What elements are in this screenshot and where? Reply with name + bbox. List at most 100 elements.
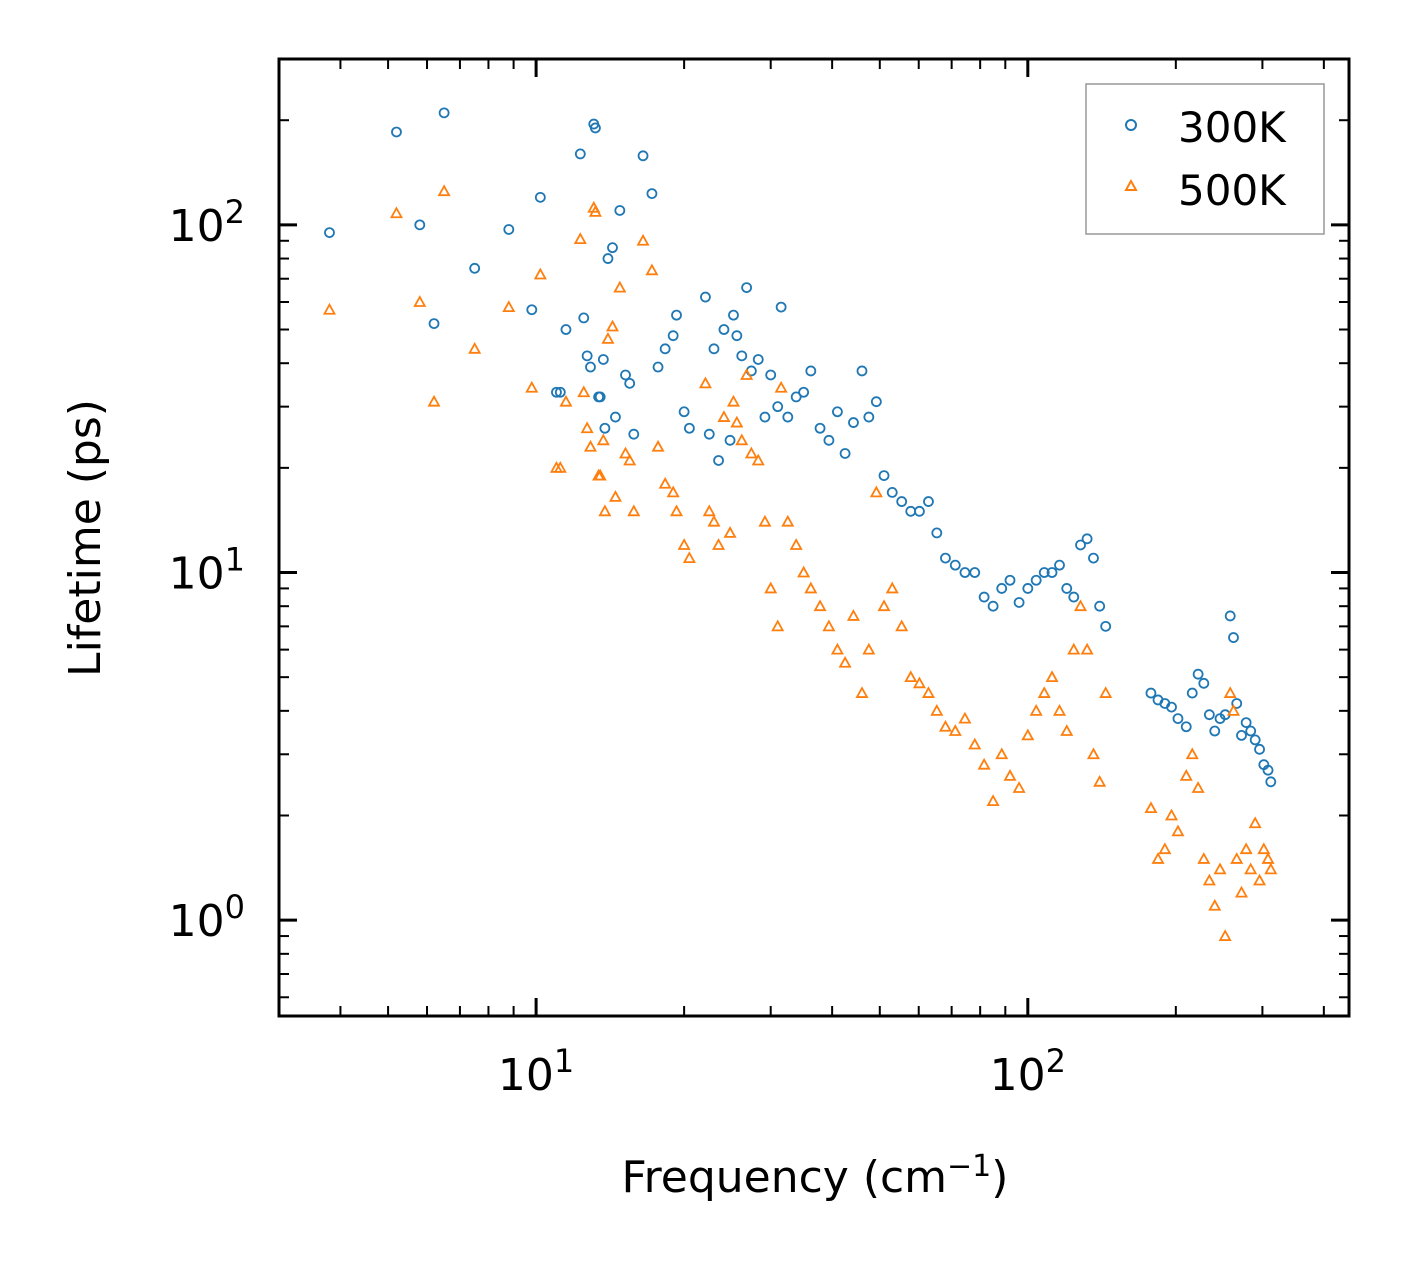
point-500K xyxy=(613,280,627,293)
point-500K xyxy=(707,514,721,527)
point-300K xyxy=(678,406,690,418)
point-300K xyxy=(428,318,440,329)
legend-marker-500K xyxy=(1124,178,1138,191)
point-500K xyxy=(730,415,744,428)
point-500K xyxy=(986,794,1000,807)
point-500K xyxy=(1144,801,1158,814)
point-300K xyxy=(1245,725,1257,737)
point-300K xyxy=(1231,698,1243,709)
legend-label-300K: 300K xyxy=(1178,103,1287,152)
point-500K xyxy=(437,184,451,197)
point-300K xyxy=(863,411,875,423)
point-300K xyxy=(923,496,934,507)
point-500K xyxy=(1223,686,1237,698)
point-500K xyxy=(389,206,403,219)
point-300K xyxy=(554,386,566,398)
point-500K xyxy=(1067,642,1081,655)
point-300K xyxy=(589,122,601,134)
point-300K xyxy=(1236,729,1247,741)
point-500K xyxy=(1080,642,1094,655)
y-tick-labels: 100 101 102 xyxy=(169,193,245,947)
point-500K xyxy=(618,446,633,459)
point-300K xyxy=(667,330,679,342)
point-300K xyxy=(1254,743,1265,755)
point-300K xyxy=(1249,734,1261,746)
point-500K xyxy=(1234,885,1249,898)
point-500K xyxy=(593,468,607,481)
point-500K xyxy=(1261,852,1275,864)
point-300K xyxy=(526,304,538,316)
point-300K xyxy=(914,505,925,517)
point-500K xyxy=(1158,842,1172,855)
point-500K xyxy=(912,676,926,689)
point-500K xyxy=(1052,703,1067,716)
point-500K xyxy=(702,504,716,517)
point-500K xyxy=(1093,774,1107,787)
legend-label-500K: 500K xyxy=(1178,166,1287,215)
point-500K xyxy=(862,642,876,655)
point-300K xyxy=(469,262,481,274)
point-300K xyxy=(574,148,586,160)
series-500K xyxy=(322,184,1278,941)
point-300K xyxy=(752,354,764,365)
point-300K xyxy=(978,591,990,603)
point-500K xyxy=(774,380,788,393)
point-300K xyxy=(607,242,618,254)
point-500K xyxy=(744,446,758,459)
point-300K xyxy=(1228,632,1239,643)
point-500K xyxy=(1179,769,1193,781)
point-300K xyxy=(1068,591,1080,603)
point-500K xyxy=(583,439,598,452)
point-500K xyxy=(1213,862,1227,875)
point-500K xyxy=(645,263,659,276)
x-tick-label: 101 xyxy=(498,1042,574,1101)
point-500K xyxy=(948,724,962,736)
point-300K xyxy=(1054,559,1065,571)
point-300K xyxy=(1038,567,1050,578)
point-500K xyxy=(1045,670,1059,683)
point-500K xyxy=(968,737,982,750)
point-500K xyxy=(822,619,836,632)
point-300K xyxy=(438,107,450,119)
point-500K xyxy=(1264,862,1278,875)
point-500K xyxy=(413,295,427,307)
point-500K xyxy=(712,538,726,550)
point-300K xyxy=(578,312,590,324)
point-500K xyxy=(559,394,573,407)
point-500K xyxy=(605,319,620,332)
y-axis-label: Lifetime (ps) xyxy=(60,399,111,677)
point-500K xyxy=(1185,747,1199,760)
point-300K xyxy=(839,448,851,459)
point-500K xyxy=(895,619,909,632)
point-300K xyxy=(708,343,720,355)
point-300K xyxy=(718,324,730,335)
point-300K xyxy=(896,496,908,507)
point-500K xyxy=(885,581,899,594)
point-500K xyxy=(677,538,691,550)
point-500K xyxy=(877,599,891,612)
point-500K xyxy=(904,670,918,683)
point-300K xyxy=(724,434,736,446)
point-300K xyxy=(503,224,515,235)
point-500K xyxy=(1248,816,1262,829)
point-300K xyxy=(1046,567,1058,578)
point-500K xyxy=(735,433,749,446)
point-500K xyxy=(938,719,952,732)
point-300K xyxy=(969,567,981,578)
point-500K xyxy=(601,332,615,344)
point-300K xyxy=(614,205,626,216)
point-500K xyxy=(846,609,860,621)
point-300K xyxy=(683,422,695,434)
point-300K xyxy=(1094,600,1106,612)
y-tick-label: 100 xyxy=(169,888,245,947)
point-300K xyxy=(931,527,943,539)
point-300K xyxy=(594,391,606,403)
point-300K xyxy=(832,406,843,418)
point-500K xyxy=(1253,873,1267,886)
point-500K xyxy=(1244,862,1258,875)
point-500K xyxy=(698,376,712,389)
point-500K xyxy=(682,551,696,564)
point-500K xyxy=(588,205,602,217)
point-500K xyxy=(1164,808,1179,821)
